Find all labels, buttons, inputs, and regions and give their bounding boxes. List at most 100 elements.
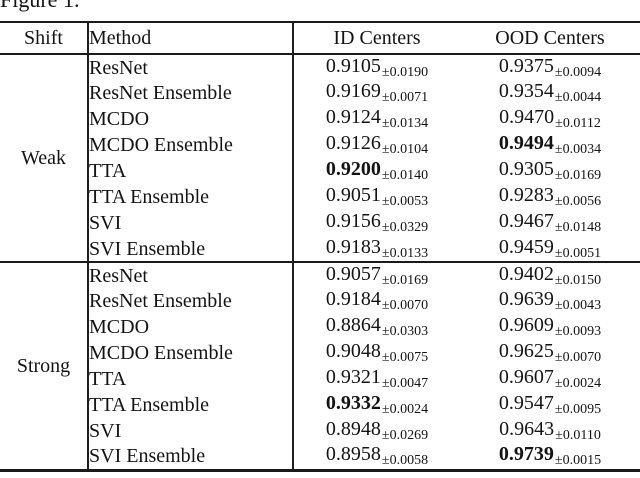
id-err: ±0.0269 bbox=[381, 428, 429, 443]
ood-err: ±0.0093 bbox=[554, 324, 602, 339]
figure-caption: Figure 1. bbox=[0, 0, 79, 12]
id-centers-cell: 0.9124±0.0134 bbox=[293, 106, 460, 132]
ood-err: ±0.0110 bbox=[555, 428, 601, 443]
id-value: 0.9321 bbox=[325, 366, 381, 388]
header-id-centers: ID Centers bbox=[333, 27, 421, 49]
method-cell: TTA Ensemble bbox=[88, 392, 294, 418]
id-err: ±0.0070 bbox=[381, 298, 429, 313]
ood-value: 0.9739 bbox=[498, 444, 554, 466]
ood-value: 0.9305 bbox=[498, 158, 554, 180]
ood-centers-cell: 0.9470±0.0112 bbox=[460, 106, 640, 132]
ood-err: ±0.0024 bbox=[554, 376, 602, 391]
ood-centers-cell: 0.9739±0.0015 bbox=[460, 444, 640, 470]
id-centers-cell: 0.9126±0.0104 bbox=[293, 132, 460, 158]
id-err: ±0.0104 bbox=[381, 142, 429, 157]
ood-value: 0.9547 bbox=[498, 392, 554, 414]
ood-value: 0.9639 bbox=[498, 288, 554, 310]
ood-value: 0.9375 bbox=[498, 54, 554, 77]
table-row: MCDO Ensemble 0.9048±0.0075 0.9625±0.007… bbox=[0, 340, 640, 366]
id-centers-cell: 0.9183±0.0133 bbox=[293, 236, 460, 262]
method-cell: MCDO bbox=[88, 106, 294, 132]
ood-value: 0.9625 bbox=[498, 340, 554, 362]
method-cell: ResNet Ensemble bbox=[88, 288, 294, 314]
ood-err: ±0.0044 bbox=[554, 90, 602, 105]
ood-value: 0.9459 bbox=[498, 236, 554, 258]
id-err: ±0.0047 bbox=[381, 376, 429, 391]
ood-value: 0.9354 bbox=[498, 80, 554, 102]
id-err: ±0.0075 bbox=[381, 350, 429, 365]
table-row: SVI 0.8948±0.0269 0.9643±0.0110 bbox=[0, 418, 640, 444]
ood-centers-cell: 0.9354±0.0044 bbox=[460, 80, 640, 106]
method-cell: ResNet bbox=[88, 54, 294, 80]
id-value: 0.9156 bbox=[325, 210, 381, 232]
method-cell: MCDO Ensemble bbox=[88, 132, 294, 158]
table-row: MCDO Ensemble 0.9126±0.0104 0.9494±0.003… bbox=[0, 132, 640, 158]
id-centers-cell: 0.8948±0.0269 bbox=[293, 418, 460, 444]
id-err: ±0.0329 bbox=[381, 220, 429, 235]
id-centers-cell: 0.9051±0.0053 bbox=[293, 184, 460, 210]
id-centers-cell: 0.9169±0.0071 bbox=[293, 80, 460, 106]
ood-centers-cell: 0.9402±0.0150 bbox=[460, 262, 640, 288]
id-value: 0.8958 bbox=[325, 444, 381, 466]
ood-value: 0.9467 bbox=[498, 210, 554, 232]
ood-err: ±0.0043 bbox=[554, 298, 602, 313]
method-cell: SVI Ensemble bbox=[88, 236, 294, 262]
ood-err: ±0.0169 bbox=[554, 168, 602, 183]
method-cell: TTA bbox=[88, 158, 294, 184]
ood-centers-cell: 0.9467±0.0148 bbox=[460, 210, 640, 236]
id-value: 0.9105 bbox=[325, 54, 381, 77]
ood-err: ±0.0034 bbox=[554, 142, 602, 157]
ood-err: ±0.0095 bbox=[554, 402, 602, 417]
table-row: TTA Ensemble 0.9051±0.0053 0.9283±0.0056 bbox=[0, 184, 640, 210]
ood-value: 0.9607 bbox=[498, 366, 554, 388]
ood-centers-cell: 0.9643±0.0110 bbox=[460, 418, 640, 444]
id-err: ±0.0071 bbox=[381, 90, 429, 105]
header-method: Method bbox=[88, 22, 294, 54]
table-row: SVI 0.9156±0.0329 0.9467±0.0148 bbox=[0, 210, 640, 236]
table-row: MCDO 0.9124±0.0134 0.9470±0.0112 bbox=[0, 106, 640, 132]
method-cell: SVI Ensemble bbox=[88, 444, 294, 470]
id-value: 0.9183 bbox=[325, 236, 381, 258]
id-err: ±0.0134 bbox=[381, 116, 429, 131]
id-centers-cell: 0.9105±0.0190 bbox=[293, 54, 460, 80]
id-value: 0.8948 bbox=[325, 418, 381, 440]
ood-centers-cell: 0.9305±0.0169 bbox=[460, 158, 640, 184]
method-cell: SVI bbox=[88, 210, 294, 236]
id-value: 0.9126 bbox=[325, 132, 381, 154]
id-centers-cell: 0.9156±0.0329 bbox=[293, 210, 460, 236]
header-ood-centers: OOD Centers bbox=[495, 27, 605, 49]
ood-centers-cell: 0.9609±0.0093 bbox=[460, 314, 640, 340]
id-centers-cell: 0.9057±0.0169 bbox=[293, 262, 460, 288]
id-err: ±0.0190 bbox=[381, 64, 429, 80]
id-err: ±0.0058 bbox=[381, 453, 429, 469]
ood-value: 0.9643 bbox=[499, 418, 555, 440]
id-err: ±0.0303 bbox=[381, 324, 429, 339]
id-value: 0.9200 bbox=[325, 158, 381, 180]
ood-err: ±0.0150 bbox=[554, 272, 602, 288]
method-cell: MCDO Ensemble bbox=[88, 340, 294, 366]
ood-err: ±0.0056 bbox=[554, 194, 602, 209]
id-centers-cell: 0.9184±0.0070 bbox=[293, 288, 460, 314]
ood-err: ±0.0070 bbox=[554, 350, 602, 365]
ood-err: ±0.0094 bbox=[554, 64, 602, 80]
ood-value: 0.9470 bbox=[499, 106, 555, 128]
id-value: 0.8864 bbox=[325, 314, 381, 336]
method-cell: TTA Ensemble bbox=[88, 184, 294, 210]
section-strong: Strong ResNet 0.9057±0.0169 0.9402±0.015… bbox=[0, 262, 640, 470]
method-cell: MCDO bbox=[88, 314, 294, 340]
table-row: TTA 0.9321±0.0047 0.9607±0.0024 bbox=[0, 366, 640, 392]
ood-centers-cell: 0.9283±0.0056 bbox=[460, 184, 640, 210]
id-value: 0.9124 bbox=[325, 106, 381, 128]
ood-value: 0.9283 bbox=[498, 184, 554, 206]
ood-centers-cell: 0.9375±0.0094 bbox=[460, 54, 640, 80]
table-row: Strong ResNet 0.9057±0.0169 0.9402±0.015… bbox=[0, 262, 640, 470]
table-row: TTA Ensemble 0.9332±0.0024 0.9547±0.0095 bbox=[0, 392, 640, 418]
method-cell: ResNet bbox=[88, 262, 294, 288]
id-value: 0.9184 bbox=[325, 288, 381, 310]
ood-err: ±0.0051 bbox=[554, 245, 602, 261]
table-row: SVI Ensemble 0.9183±0.0133 0.9459±0.0051 bbox=[0, 236, 640, 262]
ood-err: ±0.0015 bbox=[554, 453, 602, 469]
id-err: ±0.0024 bbox=[381, 402, 429, 417]
ood-value: 0.9609 bbox=[498, 314, 554, 336]
